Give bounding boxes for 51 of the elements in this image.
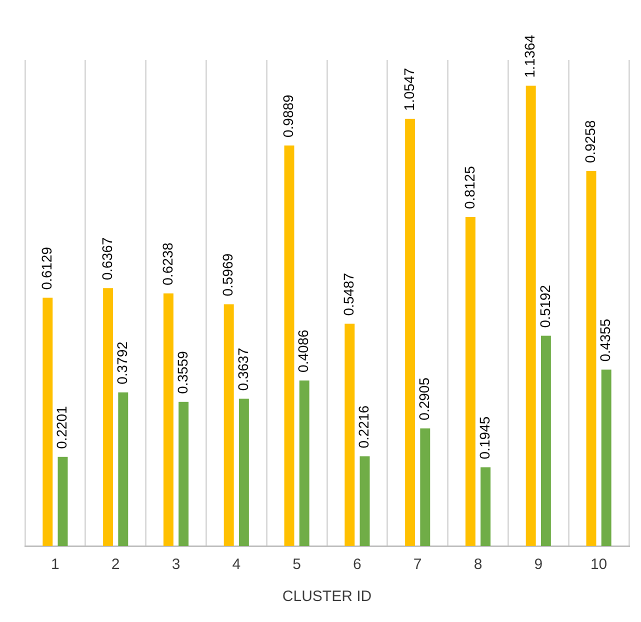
bar — [465, 216, 476, 546]
data-label: 0.9889 — [280, 94, 296, 138]
data-label: 0.5969 — [220, 253, 236, 296]
bar — [540, 336, 551, 546]
bar — [586, 171, 596, 546]
data-label: 0.3792 — [114, 341, 130, 384]
x-tick-label: 1 — [51, 556, 60, 574]
data-label: 0.6238 — [159, 242, 176, 286]
bar — [360, 456, 370, 546]
data-label: 0.2201 — [54, 406, 70, 449]
bar — [58, 456, 68, 546]
data-label: 0.3559 — [174, 350, 190, 394]
x-tick-label: 6 — [353, 556, 362, 574]
data-label: 0.6129 — [38, 246, 55, 290]
data-label: 0.5487 — [340, 272, 357, 316]
x-tick-label: 9 — [534, 556, 543, 574]
data-label: 1.0547 — [400, 68, 417, 111]
bar — [163, 293, 174, 546]
bar — [344, 324, 355, 546]
bar — [238, 398, 249, 546]
data-label: 0.5192 — [536, 284, 553, 328]
bar — [224, 304, 234, 546]
x-tick-label: 10 — [590, 556, 608, 574]
data-label: 1.1364 — [522, 34, 538, 78]
bar — [118, 392, 128, 546]
data-label: 0.4355 — [597, 318, 614, 362]
x-tick-label: 5 — [292, 556, 301, 574]
bar — [601, 370, 612, 546]
bar — [405, 118, 416, 546]
data-label: 0.6367 — [98, 237, 115, 280]
data-label: 0.8125 — [461, 166, 478, 209]
bar — [42, 298, 53, 546]
x-tick-label: 2 — [111, 556, 120, 574]
data-label: 0.4086 — [295, 329, 312, 373]
data-label: 0.1945 — [476, 416, 492, 460]
bar — [299, 380, 310, 546]
bar — [103, 288, 114, 546]
bar — [420, 428, 430, 546]
x-axis-title: CLUSTER ID — [282, 588, 372, 606]
bar — [178, 402, 189, 546]
data-label: 0.9258 — [582, 120, 598, 164]
x-tick-label: 3 — [172, 556, 180, 574]
x-tick-label: 7 — [413, 556, 422, 574]
x-tick-label: 4 — [232, 556, 241, 574]
bar — [526, 86, 536, 546]
bar — [480, 467, 491, 546]
data-label: 0.2905 — [416, 377, 432, 420]
x-tick-label: 8 — [474, 556, 482, 574]
bar — [284, 145, 294, 546]
data-label: 0.3637 — [234, 348, 251, 391]
data-label: 0.2216 — [356, 405, 372, 448]
